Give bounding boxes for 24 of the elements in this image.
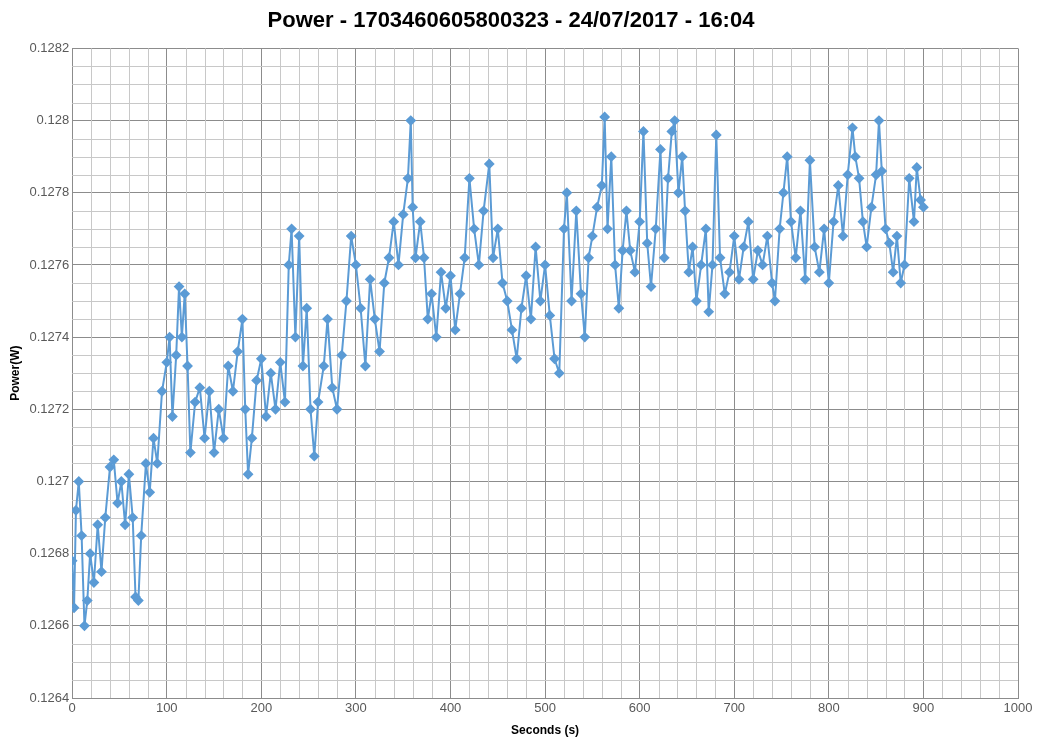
x-tick-label: 0 [68,700,76,716]
y-axis-title: Power(W) [7,345,22,401]
y-tick-label: 0.1282 [29,39,70,55]
x-tick-label: 800 [817,700,840,716]
y-tick-label: 0.1276 [29,256,70,272]
x-tick-label: 600 [628,700,651,716]
x-tick-label: 700 [723,700,746,716]
y-tick-label: 0.1278 [29,184,70,200]
x-tick-label: 900 [912,700,935,716]
x-tick-label: 300 [345,700,367,716]
x-tick-label: 500 [534,700,556,716]
y-tick-label: 0.1264 [29,689,70,705]
chart-title: Power - 1703460605800323 - 24/07/2017 - 16:04 [267,7,756,33]
x-tick-label: 1000 [1003,700,1033,716]
y-tick-label: 0.127 [36,473,70,489]
y-tick-label: 0.1272 [29,400,70,416]
x-tick-label: 100 [155,700,178,716]
y-tick-label: 0.1266 [29,617,70,633]
x-tick-label: 200 [250,700,273,716]
y-tick-label: 0.128 [36,112,70,128]
y-tick-label: 0.1268 [29,545,70,561]
x-axis-title: Seconds (s) [511,723,580,738]
y-tick-label: 0.1274 [29,328,70,344]
x-tick-label: 400 [439,700,462,716]
